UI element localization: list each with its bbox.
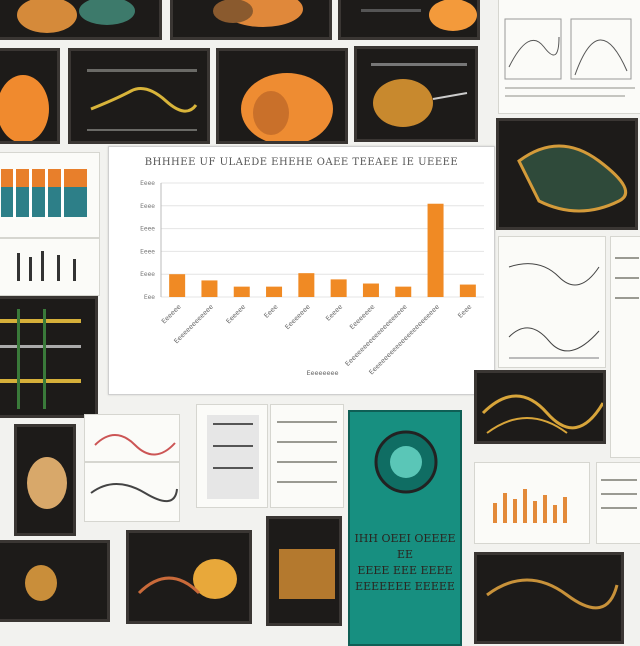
bottom-left-illustration <box>25 565 57 601</box>
x-tick-label: Eeee <box>456 303 473 320</box>
teal-poster-line-3: EEEE EEE EEEE <box>357 564 453 577</box>
y-tick-label: Eee <box>144 294 155 301</box>
mini-bar-graphic <box>493 489 567 523</box>
image-tile-line-plot <box>68 48 210 144</box>
image-tile-network <box>474 370 606 444</box>
bar-7 <box>395 286 412 297</box>
image-tile-bottom-right <box>474 552 624 644</box>
grain-illustration <box>371 63 468 127</box>
x-axis-label: Eeeeeeee <box>306 369 338 377</box>
image-tile-stripes <box>0 296 98 418</box>
y-tick-label: Eeee <box>140 271 155 278</box>
sketch-lower-graphic <box>90 483 178 502</box>
image-tile-bottom-left <box>0 540 110 622</box>
teal-poster-line-4: EEEEEEE EEEEE <box>355 580 455 593</box>
bar-6 <box>362 283 379 297</box>
glyph-rows <box>17 251 76 281</box>
bar-thumbnail-graphic <box>1 169 87 219</box>
bar-2 <box>233 286 250 297</box>
x-tick-label: Eeeeee <box>224 303 247 326</box>
image-tile-bottom-mid <box>266 516 342 626</box>
sketch-tile-lower <box>84 462 180 522</box>
table-tile <box>270 404 344 508</box>
line-plot-thumbnails <box>504 18 635 97</box>
seed-illustration <box>27 457 67 509</box>
bar-9 <box>459 284 476 297</box>
organ-illustration <box>213 0 303 27</box>
line-plot-illustration <box>87 69 198 131</box>
main-bar-chart: BHHHEE UF ULAEDE EHEHE OAEE TEEAEE IE UE… <box>108 146 495 395</box>
blob-illustration <box>361 0 477 31</box>
pattern-tile <box>196 404 268 508</box>
x-tick-label: Eeeeeeeeeeeeeeeeeeeeeeee <box>367 303 441 377</box>
x-tick-label: Eeeeeeee <box>348 303 376 331</box>
image-tile-orange-shape <box>0 48 60 144</box>
bar-8 <box>427 203 444 297</box>
organ-large-illustration <box>241 73 333 141</box>
map-illustration <box>517 144 628 213</box>
x-tick-label: Eeeeee <box>160 303 183 326</box>
network-illustration <box>481 394 603 434</box>
image-tile-seed <box>14 424 76 536</box>
line-chart-thumbnail-right <box>498 236 606 368</box>
x-tick-label: Eeee <box>262 303 279 320</box>
teal-poster-line-2: EE <box>396 548 414 561</box>
image-tile-organ <box>170 0 332 40</box>
line-chart-graphic <box>508 263 600 359</box>
document-tile-top-right <box>498 0 640 114</box>
text-thumbnail-left <box>0 238 100 296</box>
image-tile-food <box>0 0 162 40</box>
stripes-illustration <box>0 309 81 409</box>
sketch-tile-upper <box>84 414 180 462</box>
poster-illustration <box>374 430 438 494</box>
bottom-right-illustration <box>486 578 619 610</box>
image-tile-map <box>496 118 638 230</box>
teal-poster-line-1: IHH OEEI OEEEE <box>354 532 456 545</box>
bar-5 <box>330 279 347 297</box>
teal-poster: IHH OEEI OEEEE EE EEEE EEE EEEE EEEEEEE … <box>348 410 462 646</box>
bar-chart-thumbnail-right <box>474 462 590 544</box>
bar-1 <box>201 280 218 297</box>
chart-plot: Eee Eeee Eeee Eeee Eeee Eeee Eeeeee Eeeeeeeeeee… <box>140 180 484 377</box>
food-illustration <box>17 0 135 33</box>
x-tick-label: Eeeeeeee <box>283 303 311 331</box>
x-tick-label: Eeeee <box>324 303 344 323</box>
bar-0 <box>169 274 186 297</box>
document-tile-right-edge <box>610 236 640 458</box>
orange-shape-illustration <box>0 75 49 141</box>
bar-4 <box>298 273 315 297</box>
x-tick-label: Eeeeeeeeeeeeeeeeeeeee <box>344 303 409 368</box>
image-tile-organ-large <box>216 48 348 144</box>
pattern-graphic <box>207 415 259 499</box>
image-tile-bottom-center <box>126 530 252 624</box>
bar-3 <box>266 286 283 297</box>
y-tick-label: Eeee <box>140 226 155 233</box>
document-tile-lower-right <box>596 462 640 544</box>
image-tile-orange-blob <box>338 0 480 40</box>
chart-title: BHHHEE UF ULAEDE EHEHE OAEE TEEAEE IE UE… <box>144 157 459 168</box>
image-tile-grain <box>354 46 478 142</box>
bar-chart-thumbnail <box>0 152 100 238</box>
y-tick-label: Eeee <box>140 203 155 210</box>
y-tick-label: Eeee <box>140 180 155 187</box>
bottom-center-illustration <box>137 559 237 599</box>
sketch-graphic <box>94 434 176 456</box>
bottom-mid-illustration <box>279 549 335 599</box>
y-tick-label: Eeee <box>140 248 155 255</box>
